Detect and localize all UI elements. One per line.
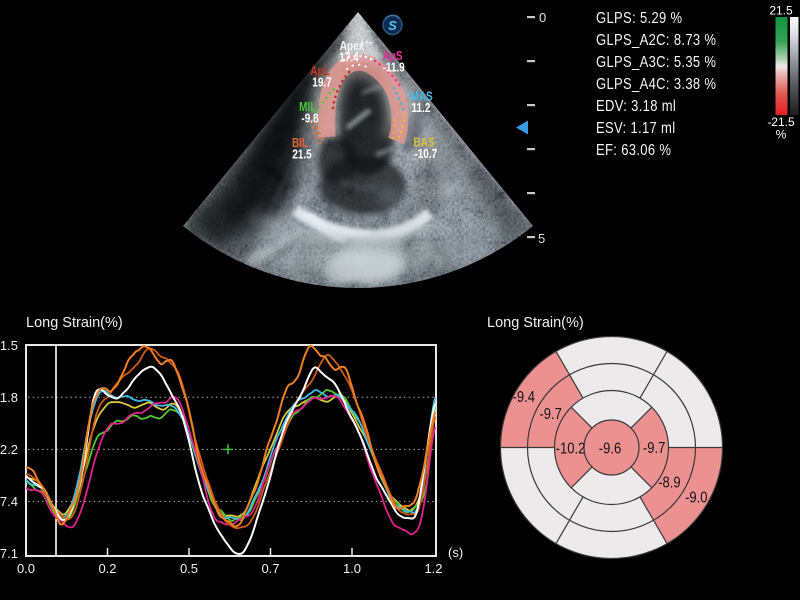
svg-text:0.7: 0.7 (261, 561, 279, 576)
svg-text:21.5: 21.5 (769, 4, 793, 18)
svg-text:5: 5 (538, 231, 545, 246)
svg-text:0.0: 0.0 (17, 561, 35, 576)
svg-text:0: 0 (539, 10, 546, 25)
svg-text:2.2: 2.2 (0, 442, 18, 457)
svg-text:EDV: 3.18 ml: EDV: 3.18 ml (596, 98, 676, 115)
svg-text:GLPS_A4C: 3.38 %: GLPS_A4C: 3.38 % (596, 76, 716, 93)
svg-text:0.2: 0.2 (98, 561, 116, 576)
svg-text:-10.7: -10.7 (414, 148, 437, 161)
svg-text:19.7: 19.7 (312, 77, 331, 90)
svg-text:ApS: ApS (383, 50, 403, 63)
svg-text:-17.1: -17.1 (0, 546, 18, 561)
svg-text:GLPS_A2C: 8.73 %: GLPS_A2C: 8.73 % (596, 32, 716, 49)
svg-text:GLPS_A3C: 5.35 %: GLPS_A3C: 5.35 % (596, 54, 716, 71)
svg-text:-9.0: -9.0 (685, 489, 707, 506)
svg-text:11.8: 11.8 (0, 390, 18, 405)
svg-text:-7.4: -7.4 (0, 494, 18, 509)
svg-text:-21.5: -21.5 (767, 115, 795, 129)
svg-text:EF: 63.06 %: EF: 63.06 % (596, 142, 671, 159)
svg-text:Long Strain(%): Long Strain(%) (487, 315, 584, 331)
svg-text:Apex: Apex (340, 40, 365, 53)
svg-text:MIL: MIL (299, 101, 316, 114)
svg-text:ApL: ApL (310, 65, 329, 78)
svg-text:BIL: BIL (292, 137, 308, 150)
svg-text:0.5: 0.5 (180, 561, 198, 576)
svg-text:Long Strain(%): Long Strain(%) (26, 315, 123, 331)
svg-text:-9.7: -9.7 (643, 440, 665, 457)
svg-text:-11.9: -11.9 (383, 62, 405, 75)
svg-text:S: S (388, 18, 397, 33)
svg-text:-9.4: -9.4 (513, 389, 535, 406)
svg-text:BAS: BAS (413, 137, 434, 150)
svg-text:-9.6: -9.6 (599, 441, 621, 458)
svg-text:21.5: 21.5 (292, 149, 311, 162)
svg-text:21.5: 21.5 (0, 338, 18, 353)
svg-text:%: % (776, 128, 787, 142)
svg-text:-10.2: -10.2 (556, 441, 586, 458)
svg-text:17.4: 17.4 (339, 52, 359, 65)
svg-text:-8.9: -8.9 (658, 474, 680, 491)
svg-text:-9.7: -9.7 (539, 406, 561, 423)
svg-text:11.2: 11.2 (412, 102, 431, 115)
svg-text:(s): (s) (448, 545, 463, 560)
svg-text:MAS: MAS (411, 91, 434, 104)
svg-text:-9.8: -9.8 (301, 113, 318, 126)
svg-text:GLPS: 5.29 %: GLPS: 5.29 % (596, 10, 682, 27)
svg-text:1.2: 1.2 (424, 561, 442, 576)
svg-text:ESV: 1.17 ml: ESV: 1.17 ml (596, 120, 675, 137)
svg-text:1.0: 1.0 (343, 561, 361, 576)
